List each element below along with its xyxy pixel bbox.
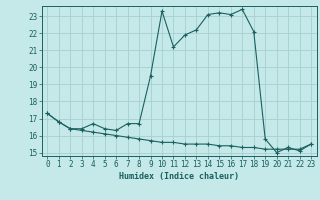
X-axis label: Humidex (Indice chaleur): Humidex (Indice chaleur) (119, 172, 239, 181)
